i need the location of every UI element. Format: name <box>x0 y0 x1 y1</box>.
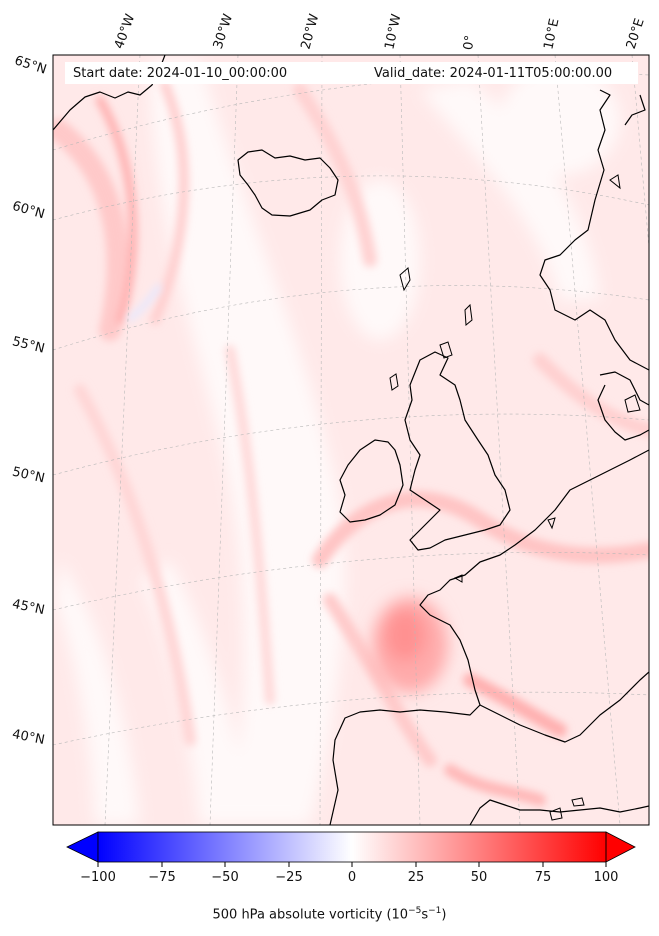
colorbar-tick-label: −75 <box>148 870 176 885</box>
colorbar-tick-label: 50 <box>470 870 488 885</box>
colorbar-min-arrow <box>66 831 99 863</box>
colorbar-gradient <box>98 832 606 862</box>
colorbar-max-arrow <box>605 831 636 863</box>
colorbar-tick-label: −50 <box>211 870 239 885</box>
colorbar-tick-label: 75 <box>534 870 552 885</box>
colorbar-tick-label: 0 <box>347 870 357 885</box>
ireland <box>339 439 404 523</box>
colorbar-ticks <box>97 862 607 867</box>
coastlines <box>53 55 649 825</box>
map-figure <box>52 54 650 826</box>
colorbar-label: 500 hPa absolute vorticity (10−5s−1) <box>212 906 447 923</box>
lon-label-0: 0° <box>461 34 479 51</box>
start-date-label: Start date: 2024-01-10_00:00:00 <box>73 66 288 81</box>
header-band <box>65 62 638 84</box>
colorbar-tick-label: 100 <box>593 870 619 885</box>
continental-europe <box>329 449 649 825</box>
islands <box>389 174 641 821</box>
vorticity-field <box>53 55 649 825</box>
iceland <box>237 149 339 217</box>
colorbar-tick-label: 25 <box>407 870 425 885</box>
graticule <box>53 55 649 825</box>
valid-date-label: Valid_date: 2024-01-11T05:00:00.00 <box>374 66 613 81</box>
colorbar <box>66 831 636 867</box>
map-frame <box>52 54 650 826</box>
colorbar-tick-label: −100 <box>80 870 116 885</box>
great-britain <box>404 351 511 551</box>
colorbar-tick-label: −25 <box>275 870 303 885</box>
